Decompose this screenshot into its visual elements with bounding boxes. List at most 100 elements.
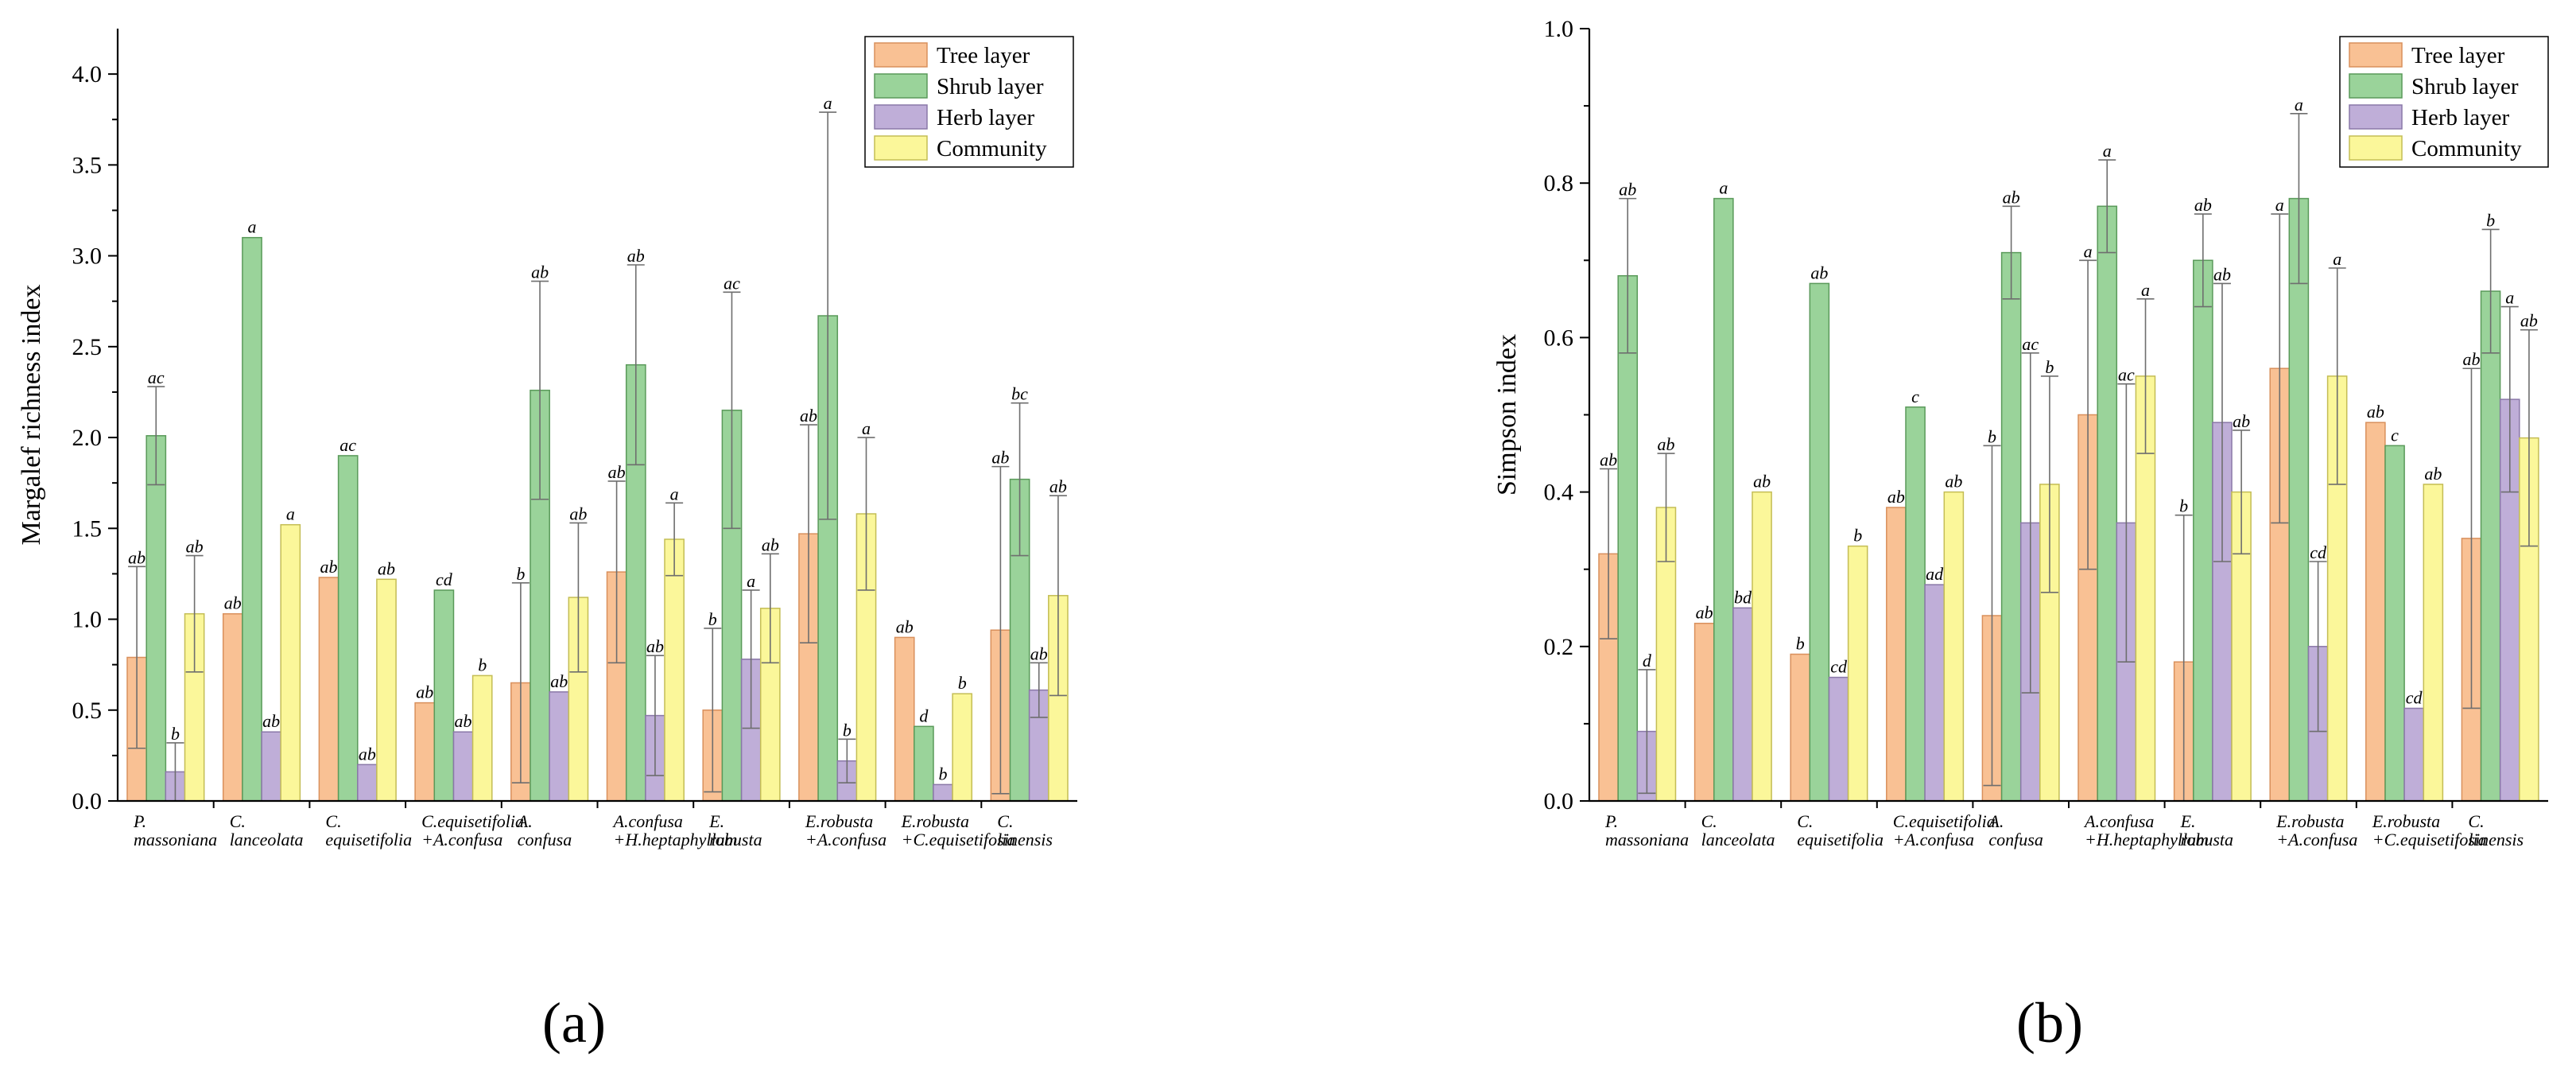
bar-community-6 [664,538,685,802]
significance-label-community-9: ab [2424,464,2442,484]
bar-shrub-8 [2288,197,2310,802]
category-label-line1: C.equisetifolia [1893,811,1996,831]
legend-swatch-community [2349,135,2403,161]
significance-label-herb-8: cd [2310,542,2327,562]
category-label-line2: sinensis [2468,830,2524,849]
significance-label-shrub-1: ac [148,367,165,387]
significance-label-community-5: b [2045,357,2054,377]
bar-tree-3 [318,577,339,802]
y-tick-label: 0.4 [1544,480,1574,506]
significance-label-community-2: ab [1753,472,1771,492]
significance-label-shrub-8: a [824,93,832,113]
significance-label-community-6: a [670,484,679,503]
y-tick-label: 1.5 [72,515,103,542]
category-label-line2: robusta [2181,830,2233,849]
bar-tree-4 [414,702,436,802]
bar-shrub-6 [2097,205,2118,802]
bar-community-4 [471,674,493,802]
significance-label-community-1: ab [1658,434,1675,454]
bar-shrub-3 [337,455,359,802]
panel-label: (a) [542,991,606,1055]
y-axis-title: Simpson index [1492,334,1522,496]
category-label-line1: A. [516,811,533,831]
category-label-line1: C.equisetifolia [421,811,524,831]
significance-label-herb-2: bd [1734,587,1752,607]
bar-tree-2 [222,612,243,802]
bar-shrub-3 [1809,282,1830,802]
significance-label-community-7: ab [762,534,779,554]
category-label-line2: +C.equisetifolia [2372,830,2487,849]
significance-label-herb-5: ab [550,671,568,691]
significance-label-herb-1: b [171,724,180,744]
bar-shrub-2 [242,236,262,802]
legend-label-tree: Tree layer [937,43,1030,68]
significance-label-shrub-9: c [2391,425,2399,445]
significance-label-herb-10: ab [1030,643,1048,663]
y-axis-title: Margalef richness index [17,285,46,546]
y-tick-label: 1.0 [72,607,103,633]
significance-label-shrub-3: ab [1810,262,1828,282]
legend-label-shrub: Shrub layer [937,74,1044,99]
significance-label-community-3: ab [378,558,395,578]
significance-label-tree-2: ab [224,593,242,613]
category-label-line2: +H.heptaphyllum [2085,830,2209,849]
y-tick-label: 0.0 [1544,788,1574,814]
significance-label-herb-10: a [2505,288,2514,308]
significance-label-tree-5: b [1988,426,1996,446]
panel-label: (b) [2016,991,2083,1055]
significance-label-community-10: ab [2520,311,2538,331]
legend-swatch-community [874,135,928,161]
significance-label-tree-9: ab [2367,402,2384,422]
category-label-line1: E. [708,811,724,831]
significance-label-shrub-9: d [919,706,929,725]
y-tick-label: 2.0 [72,425,103,451]
y-tick-label: 1.0 [1544,16,1574,42]
category-label-line2: +A.confusa [421,830,502,849]
bar-tree-9 [2365,422,2386,802]
category-label-line2: confusa [518,830,572,849]
category-label-line1: E.robusta [2275,811,2344,831]
bar-shrub-10 [2480,290,2501,802]
significance-label-herb-7: a [747,571,755,591]
category-label-line2: +A.confusa [2276,830,2357,849]
significance-label-tree-5: b [516,564,525,584]
bar-community-3 [1847,545,1868,802]
legend-label-community: Community [2411,136,2522,161]
y-tick-label: 3.5 [72,152,103,178]
bar-community-2 [1752,491,1772,802]
significance-label-community-9: b [958,673,967,693]
significance-label-shrub-10: b [2486,210,2495,230]
legend-swatch-shrub [2349,73,2403,99]
legend-swatch-tree [874,42,928,68]
significance-label-tree-1: ab [128,547,145,567]
category-label-line1: C. [1701,811,1717,831]
category-label-line1: A.confusa [612,811,683,831]
category-label-line1: E.robusta [2372,811,2440,831]
category-label-line2: massoniana [134,830,217,849]
significance-label-herb-9: b [939,764,948,783]
category-label-line1: C. [325,811,341,831]
y-tick-label: 4.0 [72,61,103,87]
y-tick-label: 3.0 [72,243,103,270]
significance-label-tree-10: ab [2462,349,2480,369]
significance-label-shrub-2: a [247,217,256,237]
significance-label-tree-2: ab [1696,603,1713,623]
legend-swatch-shrub [874,73,928,99]
significance-label-herb-7: ab [2213,264,2231,284]
significance-label-community-1: ab [186,537,204,557]
category-label-line1: P. [133,811,146,831]
significance-label-tree-7: b [2179,496,2188,516]
bar-tree-9 [894,636,915,802]
category-label-line1: A.confusa [2083,811,2154,831]
significance-label-shrub-5: ab [2003,187,2020,207]
bar-community-4 [1943,491,1965,802]
bar-shrub-2 [1713,197,1734,802]
significance-label-herb-1: d [1643,651,1652,671]
significance-label-shrub-4: cd [436,569,453,589]
significance-label-herb-4: ab [455,711,472,731]
legend-label-tree: Tree layer [2411,43,2505,68]
bar-herb-5 [549,691,570,802]
category-label-line2: +C.equisetifolia [902,830,1016,849]
category-label-line2: sinensis [997,830,1053,849]
